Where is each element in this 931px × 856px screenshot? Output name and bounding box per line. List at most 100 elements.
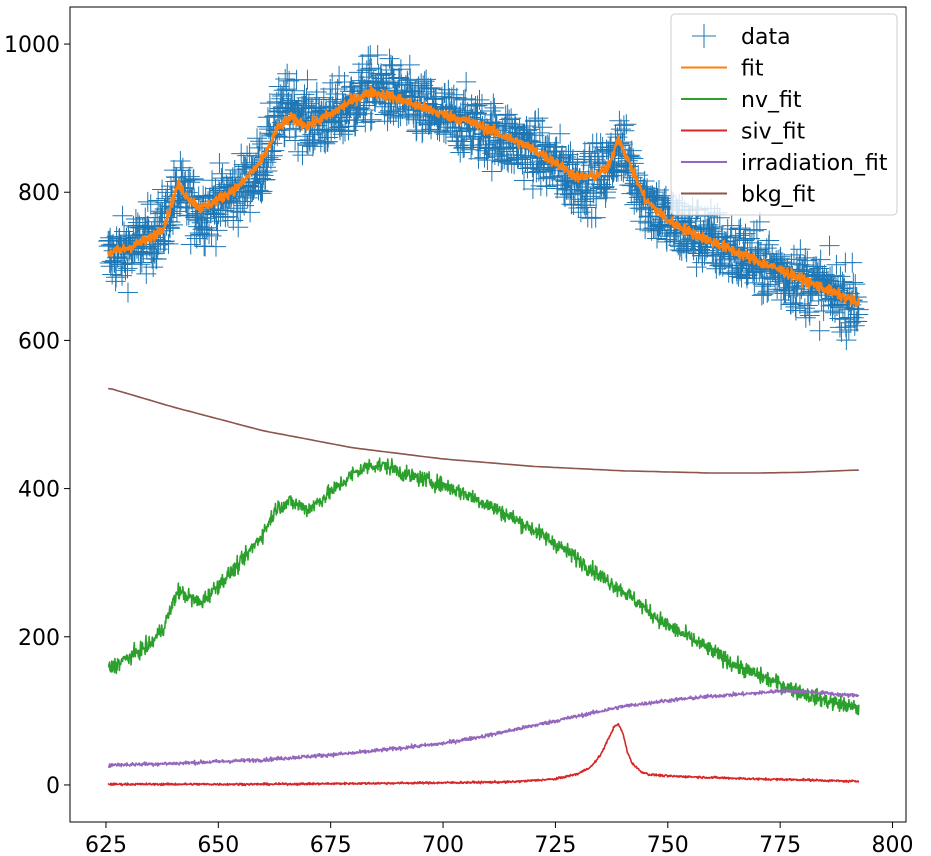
data-point	[252, 181, 273, 202]
data-point	[481, 161, 502, 182]
legend-marker	[692, 24, 716, 48]
data-point	[646, 228, 667, 249]
data-point	[756, 238, 777, 259]
data-point	[842, 252, 863, 273]
data-point	[273, 80, 294, 101]
data-point	[794, 298, 815, 319]
data-point	[420, 77, 441, 98]
x-tick-label: 700	[422, 833, 464, 856]
data-point	[809, 320, 830, 341]
data-point	[790, 239, 811, 260]
data-point	[251, 183, 272, 204]
data-point	[296, 87, 317, 108]
data-point	[694, 245, 715, 266]
legend-label: bkg_fit	[741, 183, 816, 208]
data-point	[610, 119, 631, 140]
data-point	[453, 138, 474, 159]
data-point	[329, 65, 350, 86]
data-point	[546, 136, 567, 157]
legend-label: nv_fit	[741, 88, 802, 113]
data-point	[146, 248, 167, 269]
x-tick-label: 725	[534, 833, 576, 856]
data-point	[519, 119, 540, 140]
data-point	[105, 250, 126, 271]
data-point	[585, 207, 606, 228]
series-bkg-fit	[108, 387, 859, 474]
series-nv-fit	[107, 457, 860, 716]
data-point	[582, 133, 603, 154]
data-point	[158, 233, 179, 254]
x-tick-label: 775	[759, 833, 801, 856]
data-point	[241, 182, 262, 203]
data-point	[180, 234, 201, 255]
series-irradiation-fit	[107, 688, 860, 769]
data-point	[795, 307, 816, 328]
legend-label: siv_fit	[741, 120, 805, 145]
data-point	[483, 93, 504, 114]
x-tick-label: 800	[872, 833, 914, 856]
series-line-nv-fit	[107, 457, 860, 716]
data-point	[205, 236, 226, 257]
data-point	[361, 109, 382, 130]
data-point	[826, 254, 847, 275]
data-point	[728, 266, 749, 287]
data-point	[117, 258, 138, 279]
data-point	[117, 282, 138, 303]
data-point	[199, 224, 220, 245]
data-point	[558, 144, 579, 165]
data-point	[140, 194, 161, 215]
data-point	[758, 281, 779, 302]
data-point	[186, 209, 207, 230]
data-point	[275, 69, 296, 90]
data-point	[720, 226, 741, 247]
data-point	[438, 79, 459, 100]
data-point	[274, 127, 295, 148]
data-point	[380, 103, 401, 124]
legend-label: data	[741, 25, 791, 50]
data-point	[529, 122, 550, 143]
data-point	[228, 217, 249, 238]
data-point	[308, 122, 329, 143]
data-point	[581, 208, 602, 229]
data-point	[248, 180, 269, 201]
data-point	[831, 321, 852, 342]
data-point	[155, 231, 176, 252]
data-point	[217, 206, 238, 227]
legend-label: fit	[741, 57, 764, 82]
data-point	[759, 230, 780, 251]
data-point	[467, 95, 488, 116]
data-point	[514, 170, 535, 191]
data-point	[215, 207, 236, 228]
data-point	[721, 215, 742, 236]
data-point	[602, 165, 623, 186]
legend-item-siv-fit: siv_fit	[681, 120, 805, 145]
legend-item-nv-fit: nv_fit	[681, 88, 802, 113]
y-tick-label: 800	[18, 181, 60, 206]
data-point	[237, 145, 258, 166]
data-point	[572, 191, 593, 212]
data-point	[285, 130, 306, 151]
data-point	[205, 178, 226, 199]
data-point	[838, 320, 859, 341]
data-point	[843, 272, 864, 293]
data-point	[249, 131, 270, 152]
data-point	[112, 265, 133, 286]
data-point	[450, 142, 471, 163]
data-point	[247, 128, 268, 149]
data-point	[226, 201, 247, 222]
data-point	[235, 185, 256, 206]
data-point	[594, 176, 615, 197]
data-point	[456, 71, 477, 92]
data-point	[810, 249, 831, 270]
data-point	[743, 220, 764, 241]
y-tick-label: 400	[18, 478, 60, 503]
data-point	[528, 108, 549, 129]
data-point	[137, 191, 158, 212]
x-tick-label: 650	[197, 833, 239, 856]
data-point	[144, 243, 165, 264]
data-point	[367, 45, 388, 66]
data-point	[224, 160, 245, 181]
data-point	[297, 69, 318, 90]
data-point	[106, 226, 127, 247]
data-point	[421, 79, 442, 100]
